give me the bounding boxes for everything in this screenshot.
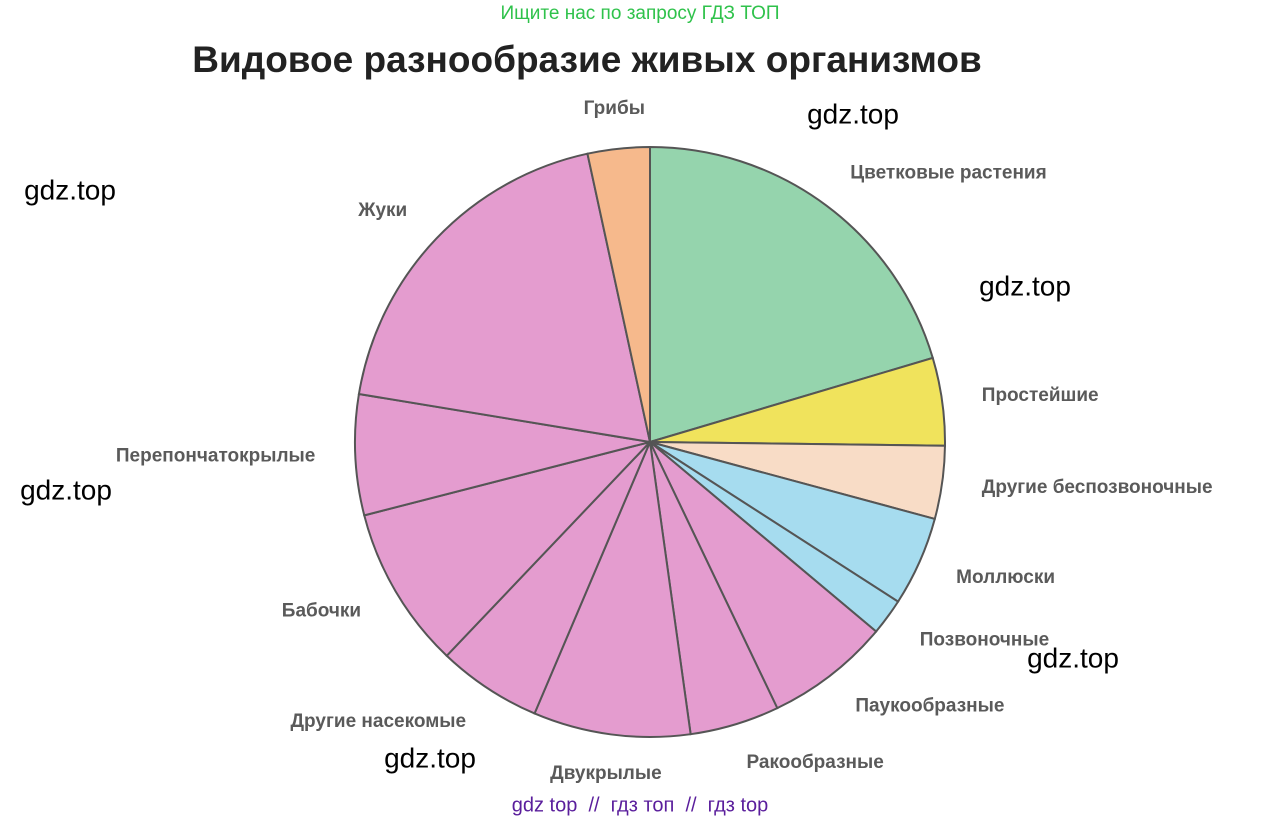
watermark: gdz.top bbox=[384, 742, 476, 773]
slice-label: Паукообразные bbox=[855, 696, 1004, 717]
slice-label: Другие беспозвоночные bbox=[982, 477, 1213, 498]
slice-label: Жуки bbox=[357, 200, 407, 221]
slice-label: Грибы bbox=[584, 98, 645, 119]
slice-label: Простейшие bbox=[982, 385, 1099, 406]
slice-label: Ракообразные bbox=[746, 752, 883, 773]
pie-slice bbox=[357, 152, 652, 444]
slice-label: Бабочки bbox=[282, 601, 361, 622]
pie-slice bbox=[533, 438, 692, 738]
slice-label: Перепончатокрылые bbox=[116, 446, 315, 467]
pie-slice bbox=[363, 440, 654, 658]
chart-title: Видовое разнообразие живых организмов bbox=[192, 39, 981, 80]
watermark: gdz.top bbox=[807, 98, 899, 129]
watermark: gdz.top bbox=[24, 174, 116, 205]
footer: gdz top // гдз топ // гдз top bbox=[512, 794, 769, 816]
watermark: gdz.top bbox=[20, 474, 112, 505]
slice-label: Двукрылые bbox=[550, 763, 662, 784]
watermark: gdz.top bbox=[979, 270, 1071, 301]
header-note: Ищите нас по запросу ГДЗ ТОП bbox=[500, 3, 779, 24]
pie-slice bbox=[354, 392, 651, 517]
watermark: gdz.top bbox=[1027, 642, 1119, 673]
slice-label: Позвоночные bbox=[920, 630, 1049, 651]
pie-slice bbox=[649, 441, 878, 710]
slice-label: Моллюски bbox=[956, 567, 1055, 588]
slice-label: Цветковые растения bbox=[850, 162, 1046, 183]
pie-slice bbox=[649, 145, 935, 444]
slice-label: Другие насекомые bbox=[291, 711, 467, 732]
pie-slice bbox=[586, 145, 651, 443]
